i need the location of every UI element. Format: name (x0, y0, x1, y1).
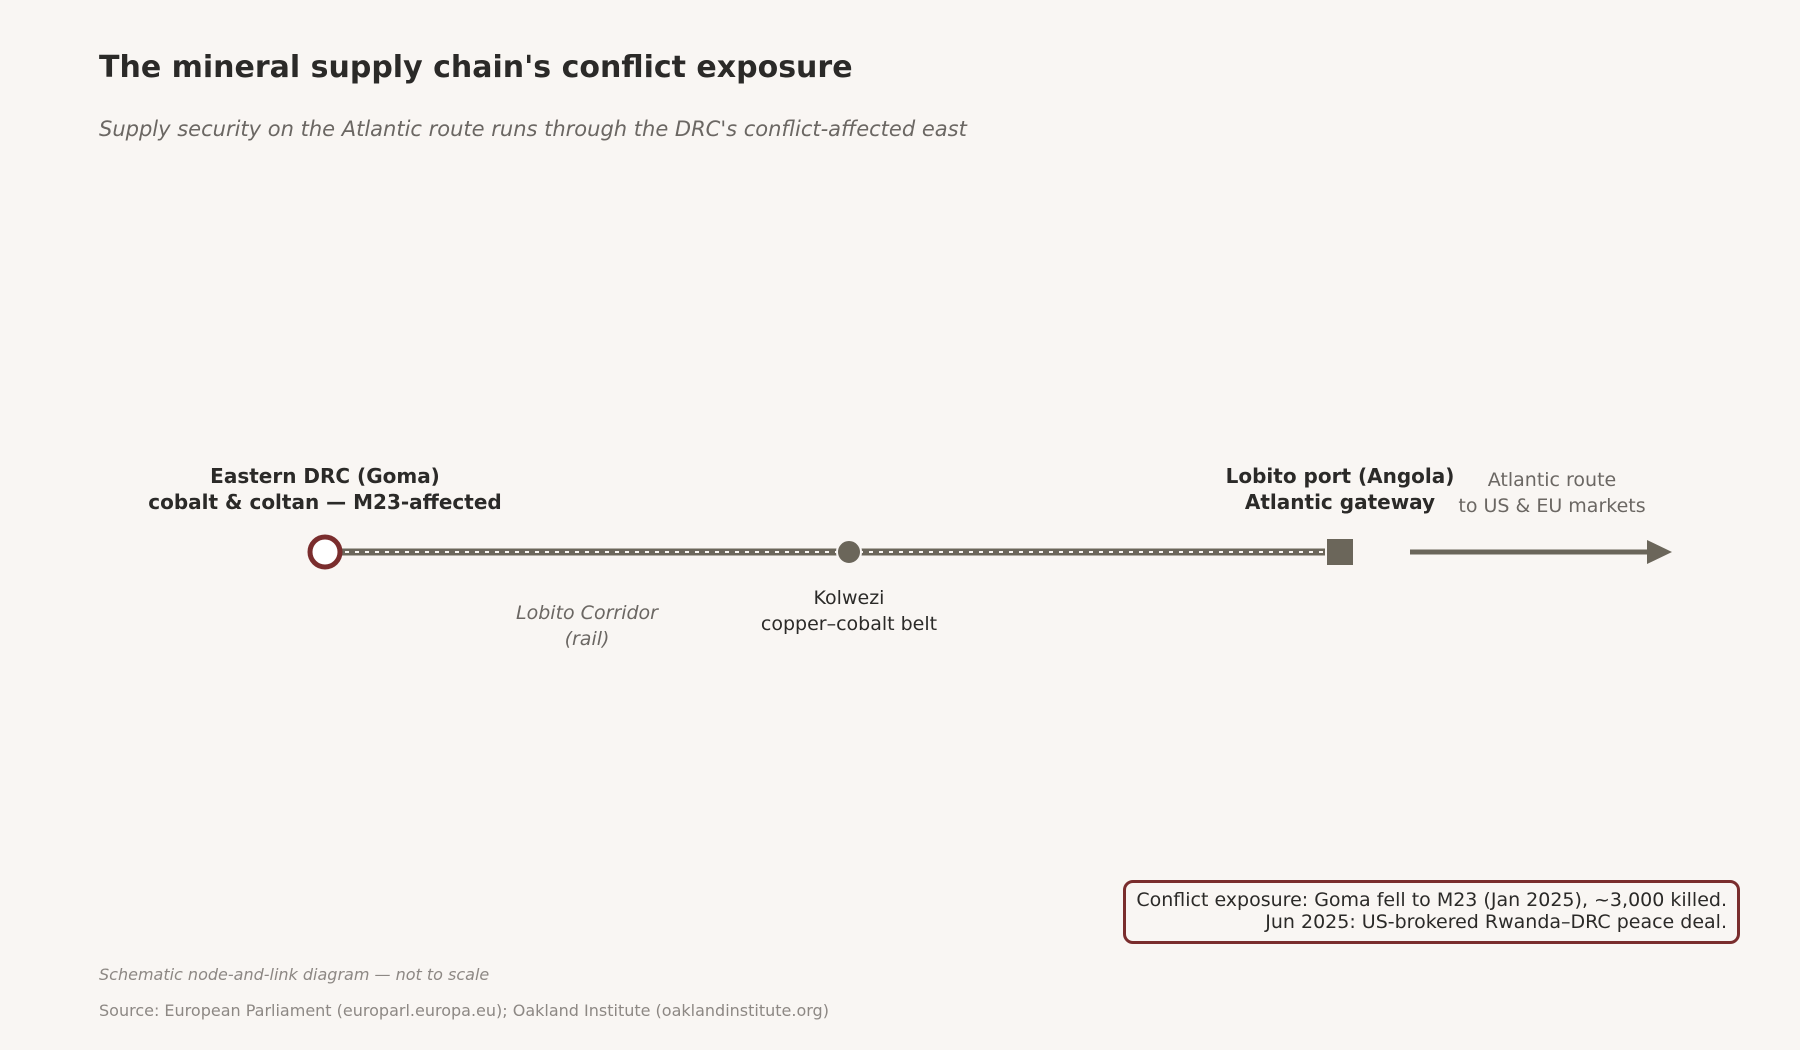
page-title: The mineral supply chain's conflict expo… (99, 50, 853, 85)
atlantic-route-label: Atlantic route to US & EU markets (1458, 469, 1646, 517)
kolwezi-node-marker (836, 539, 862, 565)
kolwezi-node-label: Kolwezi copper–cobalt belt (760, 587, 938, 635)
corridor-label: Lobito Corridor (rail) (516, 602, 658, 650)
page-subtitle: Supply security on the Atlantic route ru… (99, 117, 967, 141)
arrow-right-icon (1410, 540, 1672, 564)
lobito-node-label: Lobito port (Angola) Atlantic gateway (1225, 464, 1455, 514)
schematic-note: Schematic node-and-link diagram — not to… (99, 965, 490, 984)
goma-node-label: Eastern DRC (Goma) cobalt & coltan — M23… (148, 464, 502, 514)
source-citation: Source: European Parliament (europarl.eu… (99, 1001, 829, 1020)
goma-node-marker (307, 534, 343, 570)
conflict-exposure-callout: Conflict exposure: Goma fell to M23 (Jan… (1123, 880, 1740, 944)
lobito-node-marker (1325, 537, 1355, 567)
